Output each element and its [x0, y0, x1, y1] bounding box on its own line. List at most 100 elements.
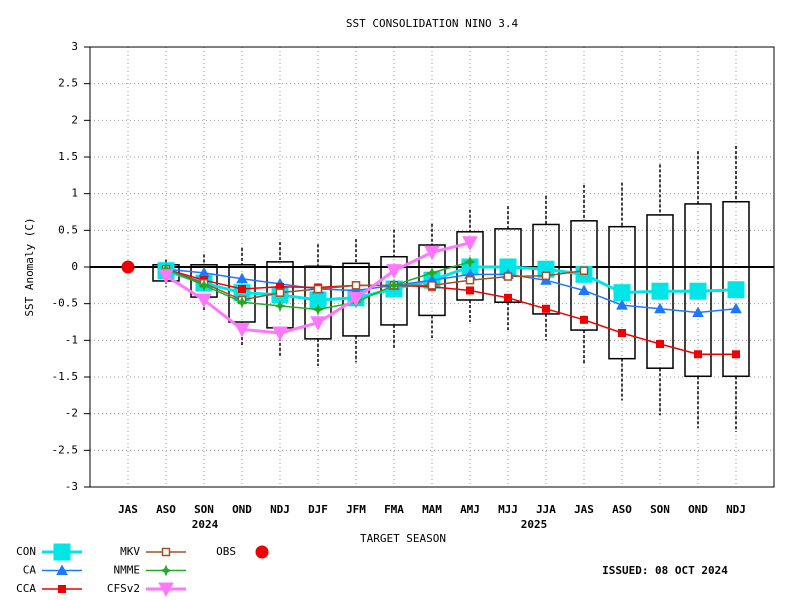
- y-tick-label: -2: [65, 407, 78, 420]
- series-marker: [654, 302, 666, 314]
- x-tick-label: ASO: [156, 503, 176, 516]
- series-marker: [579, 266, 589, 275]
- series-marker: [348, 292, 364, 307]
- legend-item: CFSv2: [107, 582, 186, 598]
- y-axis-label: SST Anomaly (C): [23, 217, 36, 316]
- series-marker: [310, 316, 326, 331]
- y-tick-label: -0.5: [52, 297, 79, 310]
- legend-marker: [158, 582, 174, 598]
- series-marker: [542, 304, 550, 313]
- legend-item: CA: [23, 564, 82, 577]
- series-marker: [158, 269, 174, 284]
- series-marker: [730, 302, 742, 314]
- box: [418, 244, 446, 317]
- series-marker: [198, 279, 210, 292]
- series-marker: [275, 288, 285, 297]
- x-tick-label: JFM: [346, 503, 366, 516]
- series-marker: [234, 322, 250, 338]
- legend-marker: [161, 547, 171, 557]
- series-marker: [503, 272, 513, 281]
- y-tick-label: -2.5: [52, 443, 79, 456]
- x-tick-label: AMJ: [460, 503, 480, 516]
- y-tick-label: 1.5: [58, 150, 78, 163]
- y-tick-label: 0.5: [58, 223, 78, 236]
- box: [304, 265, 332, 340]
- x-tick-label: MAM: [422, 503, 442, 516]
- series-marker: [580, 315, 588, 324]
- series-line: [165, 268, 737, 314]
- y-tick-label: 0: [71, 260, 78, 273]
- series-marker: [238, 285, 246, 293]
- series-marker: [312, 303, 324, 316]
- series-marker: [272, 326, 288, 342]
- series-marker: [504, 293, 512, 302]
- legend-label: CON: [16, 545, 36, 558]
- series-marker: [351, 281, 361, 290]
- series-marker: [462, 236, 478, 251]
- legend-label: CFSv2: [107, 582, 140, 595]
- x-tick-label: OND: [232, 503, 252, 516]
- series-marker: [651, 282, 669, 300]
- legend-label: CCA: [16, 582, 36, 595]
- x-tick-label: DJF: [308, 503, 328, 516]
- x-tick-label: ASO: [612, 503, 632, 516]
- series-line: [165, 268, 736, 356]
- chart-title: SST CONSOLIDATION NINO 3.4: [346, 17, 519, 30]
- series-marker: [732, 350, 740, 359]
- series-marker: [656, 340, 664, 348]
- series-marker: [386, 264, 402, 279]
- series-marker: [727, 281, 745, 299]
- series-marker: [388, 279, 400, 292]
- y-tick-label: 1: [71, 187, 78, 200]
- legend-item: OBS: [216, 545, 269, 559]
- legend-label: NMME: [114, 564, 141, 577]
- series-marker: [694, 350, 702, 359]
- legend-marker: [53, 543, 71, 561]
- x-tick-label: JAS: [574, 503, 594, 516]
- legend-marker: [255, 545, 269, 559]
- x-axis-label: TARGET SEASON: [360, 532, 446, 545]
- series-marker: [196, 293, 212, 309]
- x-tick-label: NDJ: [726, 503, 746, 516]
- legend-label: OBS: [216, 545, 236, 558]
- series-marker: [465, 275, 475, 285]
- legend-item: MKV: [120, 545, 186, 558]
- series-marker: [236, 296, 248, 309]
- x-tick-label: SON: [650, 503, 670, 516]
- y-tick-label: -3: [65, 480, 78, 493]
- legend-item: CCA: [16, 582, 82, 595]
- series-marker: [426, 266, 438, 279]
- y-tick-label: 2.5: [58, 77, 78, 90]
- series-marker: [121, 260, 135, 274]
- year-label: 2024: [192, 518, 219, 531]
- y-tick-label: -1.5: [52, 370, 79, 383]
- x-tick-label: FMA: [384, 503, 404, 516]
- x-tick-label: MJJ: [498, 503, 518, 516]
- legend-label: CA: [23, 564, 37, 577]
- y-tick-label: 2: [71, 113, 78, 126]
- year-label: 2025: [521, 518, 548, 531]
- series-marker: [578, 284, 590, 295]
- series-marker: [616, 299, 628, 310]
- x-tick-label: JJA: [536, 503, 556, 516]
- x-tick-label: JAS: [118, 503, 138, 516]
- x-tick-label: OND: [688, 503, 708, 516]
- series-line: [165, 265, 737, 302]
- series-marker: [313, 284, 323, 294]
- issued-note: ISSUED: 08 OCT 2024: [602, 564, 728, 577]
- series-marker: [689, 282, 707, 300]
- series-marker: [274, 299, 286, 312]
- box: [570, 220, 598, 331]
- y-tick-label: 3: [71, 40, 78, 53]
- x-tick-label: SON: [194, 503, 214, 516]
- series-marker: [466, 286, 474, 295]
- series-marker: [613, 284, 631, 302]
- legend-label: MKV: [120, 545, 140, 558]
- series-marker: [541, 271, 551, 281]
- series-marker: [427, 281, 437, 290]
- series-marker: [424, 245, 440, 261]
- series-marker: [464, 255, 476, 268]
- y-tick-label: -1: [65, 333, 78, 346]
- legend-item: CON: [16, 543, 82, 561]
